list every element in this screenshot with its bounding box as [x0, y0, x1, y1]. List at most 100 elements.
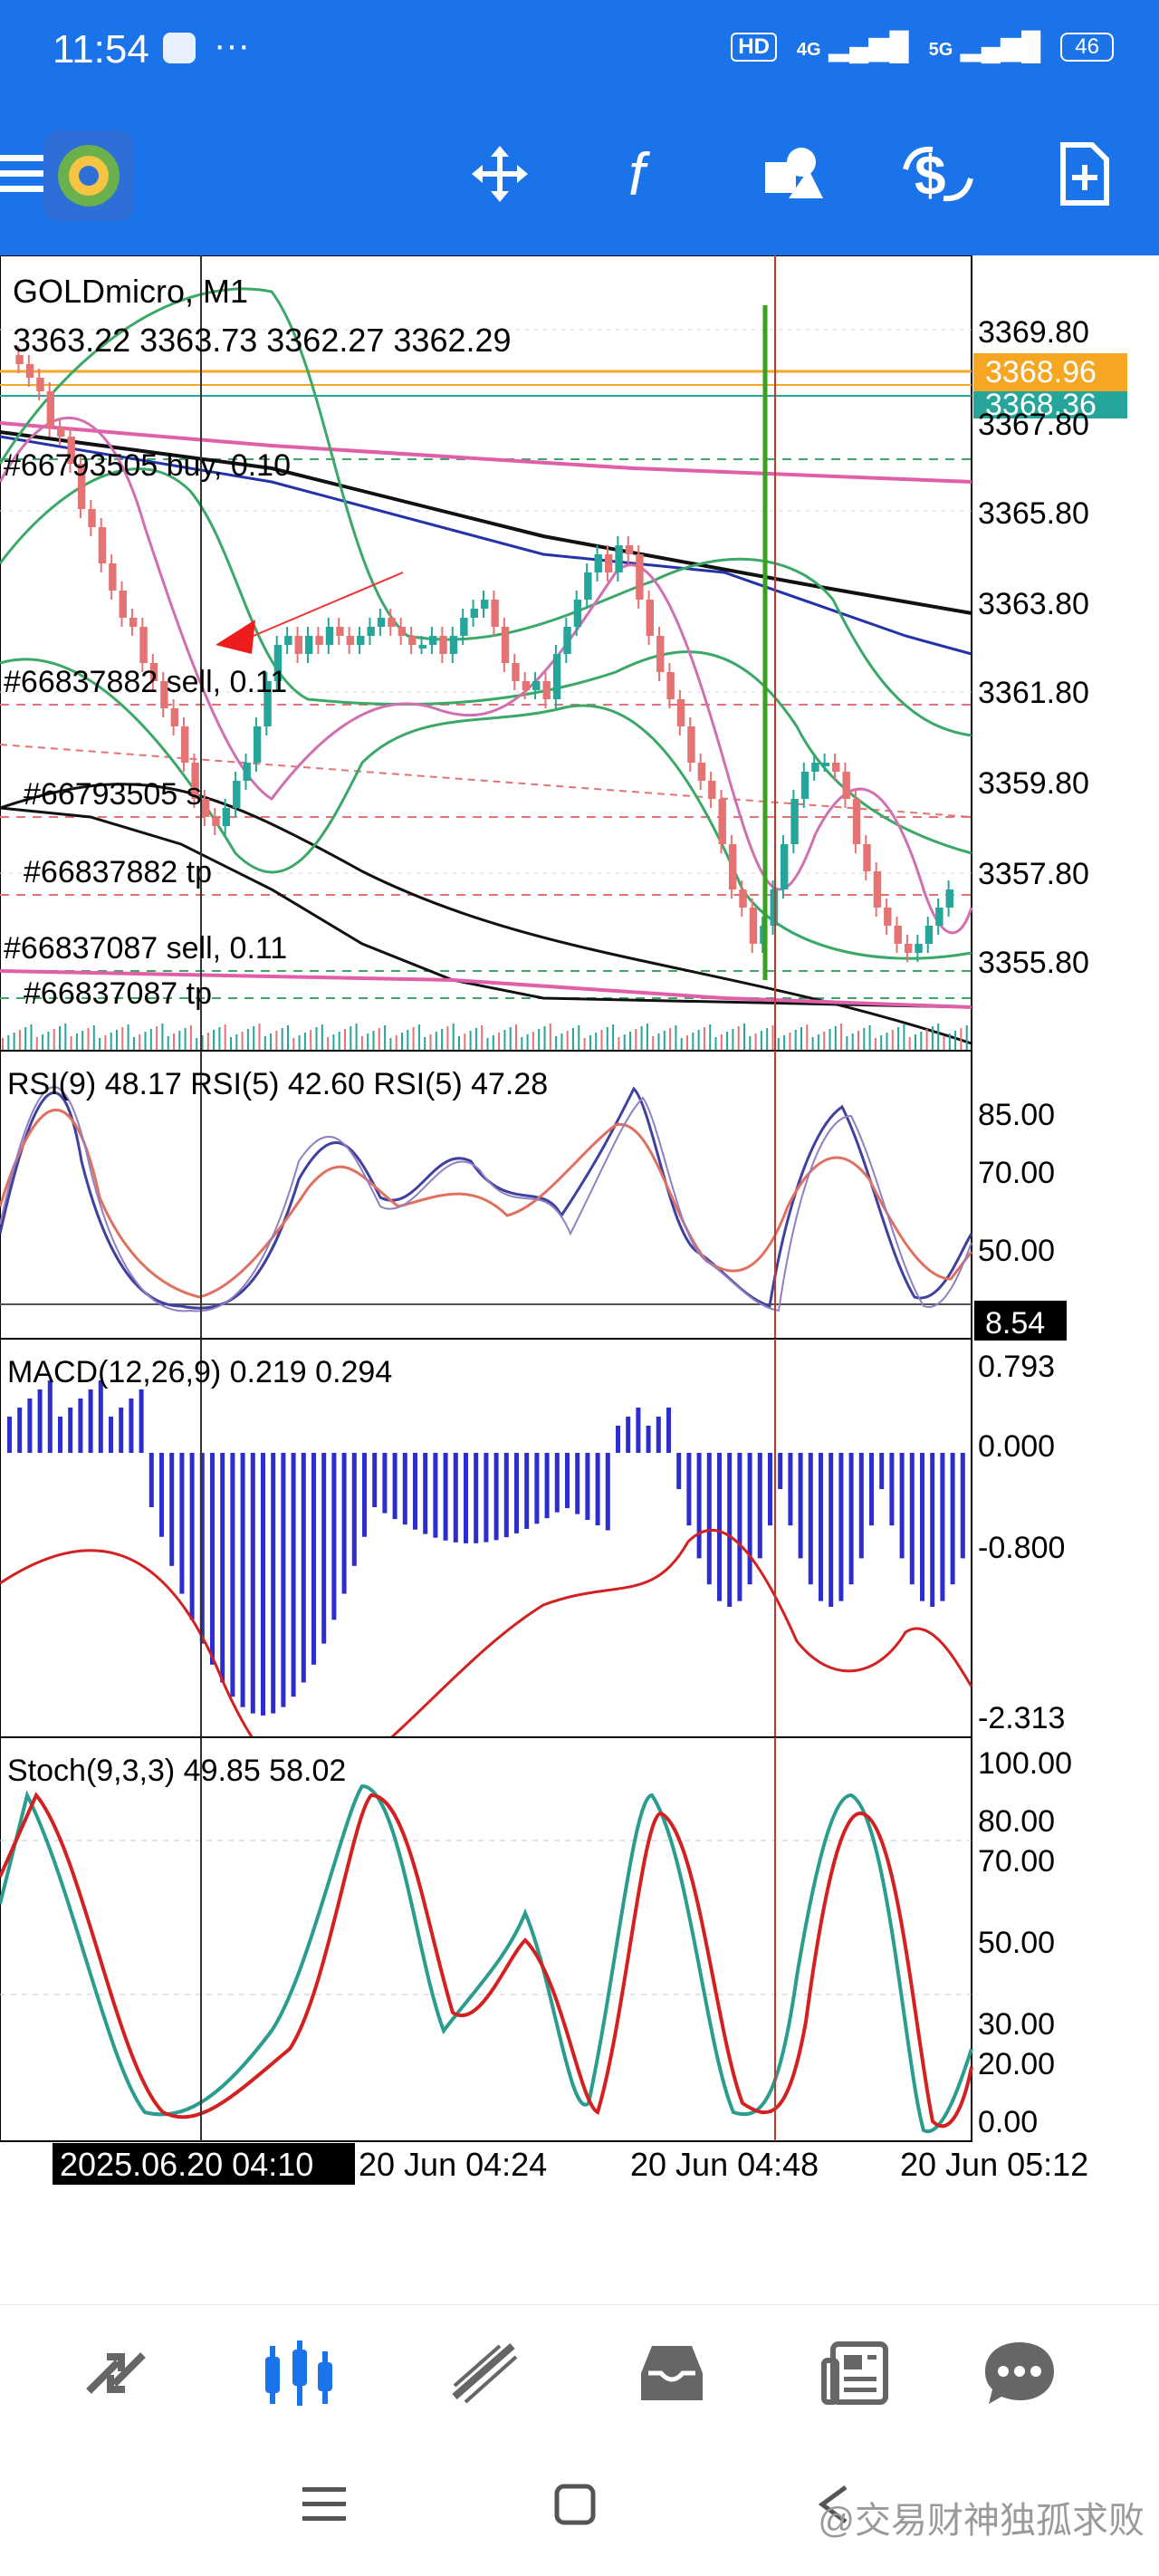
arrow-annotation — [216, 572, 404, 654]
order-label[interactable]: #66793505 buy, 0.10 — [4, 448, 291, 483]
metatrader-logo-icon[interactable] — [43, 130, 134, 221]
volume-bar — [156, 1026, 158, 1051]
price-tick: 3367.80 — [978, 408, 1089, 442]
macd-bar — [331, 1453, 337, 1620]
home-icon[interactable] — [554, 2484, 596, 2525]
volume-bar — [857, 1031, 859, 1051]
volume-bar — [389, 1038, 392, 1051]
cursor-time-badge — [53, 2143, 355, 2185]
volume-bar — [412, 1027, 415, 1051]
macd-bar — [240, 1453, 245, 1707]
candle — [181, 726, 189, 763]
macd-panel[interactable]: MACD(12,26,9) 0.219 0.294 0.793 0.000 -0… — [0, 1338, 1065, 1785]
macd-bar — [474, 1453, 479, 1543]
candle — [708, 781, 716, 799]
order-label[interactable]: #66837087 tp — [24, 976, 212, 1011]
trade-icon[interactable] — [440, 2332, 531, 2414]
order-label[interactable]: #66793505 s — [24, 777, 202, 812]
candle — [77, 464, 86, 509]
price-tick: 3369.80 — [978, 315, 1089, 350]
indicators-icon[interactable]: f — [601, 129, 692, 219]
volume-bar — [161, 1024, 164, 1051]
volume-bar — [13, 1033, 15, 1051]
volume-bar — [452, 1024, 455, 1051]
macd-bar — [909, 1453, 915, 1585]
macd-bar — [595, 1453, 600, 1526]
volume-bar — [486, 1038, 489, 1051]
macd-bar — [119, 1408, 124, 1453]
candle — [501, 627, 510, 663]
macd-bar — [848, 1453, 854, 1585]
volume-bar — [224, 1024, 226, 1051]
macd-bar — [879, 1453, 885, 1489]
volume-bar — [81, 1031, 84, 1051]
volume-bar — [59, 1026, 61, 1051]
volume-bar — [315, 1027, 318, 1051]
candle — [367, 627, 375, 636]
volume-bar — [64, 1024, 67, 1051]
messages-icon[interactable] — [974, 2332, 1065, 2414]
chart-icon[interactable] — [254, 2332, 344, 2414]
volume-bar — [714, 1037, 717, 1051]
price-tick: 3361.80 — [978, 676, 1089, 710]
macd-bar — [514, 1453, 519, 1533]
volume-bar — [897, 1027, 900, 1051]
macd-bar — [37, 1389, 43, 1453]
macd-bar — [717, 1453, 722, 1601]
rsi-level: 85.00 — [978, 1098, 1055, 1132]
volume-bar — [754, 1033, 757, 1051]
candle — [666, 672, 675, 699]
volume-bar — [811, 1037, 814, 1051]
back-icon[interactable] — [815, 2484, 851, 2525]
quotes-icon[interactable] — [71, 2332, 161, 2414]
macd-bar — [159, 1453, 164, 1537]
crosshair-icon[interactable] — [455, 129, 545, 219]
volume-bar — [526, 1034, 529, 1051]
candle — [398, 627, 407, 636]
volume-bar — [350, 1026, 352, 1051]
volume-bar — [915, 1034, 916, 1051]
price-panel[interactable]: GOLDmicro, M1 3363.22 3363.73 3362.27 33… — [0, 255, 1127, 1052]
candle — [584, 572, 592, 600]
cursor-time: 2025.06.20 04:10 — [60, 2146, 313, 2183]
trade-icon[interactable]: $ — [893, 129, 983, 219]
chart-area[interactable]: GOLDmicro, M1 3363.22 3363.73 3362.27 33… — [0, 255, 1159, 2304]
volume-bar — [321, 1024, 323, 1051]
time-tick: 20 Jun 04:48 — [630, 2146, 819, 2183]
volume-bar — [378, 1028, 380, 1051]
recents-icon[interactable] — [302, 2485, 346, 2523]
macd-bar — [433, 1453, 438, 1538]
volume-bar — [178, 1031, 181, 1051]
macd-bar — [544, 1453, 550, 1519]
stoch-level: 20.00 — [978, 2047, 1055, 2081]
rsi-panel[interactable]: RSI(9) 48.17 RSI(5) 42.60 RSI(5) 47.28 8… — [0, 1050, 1067, 1346]
volume-bar — [206, 1033, 209, 1051]
new-order-icon[interactable] — [1039, 129, 1130, 219]
macd-label: MACD(12,26,9) 0.219 0.294 — [7, 1355, 392, 1389]
chart-canvas[interactable]: GOLDmicro, M1 3363.22 3363.73 3362.27 33… — [0, 255, 1159, 2304]
candle — [67, 437, 75, 464]
macd-bar — [109, 1417, 113, 1453]
volume-bar — [880, 1035, 883, 1051]
menu-icon[interactable] — [0, 129, 63, 219]
history-icon[interactable] — [627, 2332, 717, 2414]
volume-bar — [70, 1036, 72, 1051]
candle — [119, 591, 127, 618]
order-label[interactable]: #66837882 tp — [24, 855, 212, 889]
candle — [873, 871, 882, 908]
objects-icon[interactable] — [748, 129, 838, 219]
order-label[interactable]: #66837882 sell, 0.11 — [4, 665, 287, 699]
order-label[interactable]: #66837087 sell, 0.11 — [4, 931, 287, 966]
candle — [160, 681, 168, 708]
volume-bar — [817, 1034, 819, 1051]
candle — [212, 817, 220, 826]
macd-bar — [321, 1453, 327, 1644]
macd-level: 0.793 — [978, 1350, 1055, 1384]
volume-bar — [218, 1027, 221, 1051]
time-tick: 20 Jun 04:24 — [359, 2146, 547, 2183]
news-icon[interactable] — [811, 2332, 902, 2414]
candle — [325, 627, 334, 645]
volume-bar — [407, 1030, 409, 1051]
stoch-panel[interactable]: Stoch(9,3,3) 49.85 58.02 100.00 80.00 70… — [0, 1736, 1072, 2142]
volume-bar — [53, 1029, 55, 1051]
